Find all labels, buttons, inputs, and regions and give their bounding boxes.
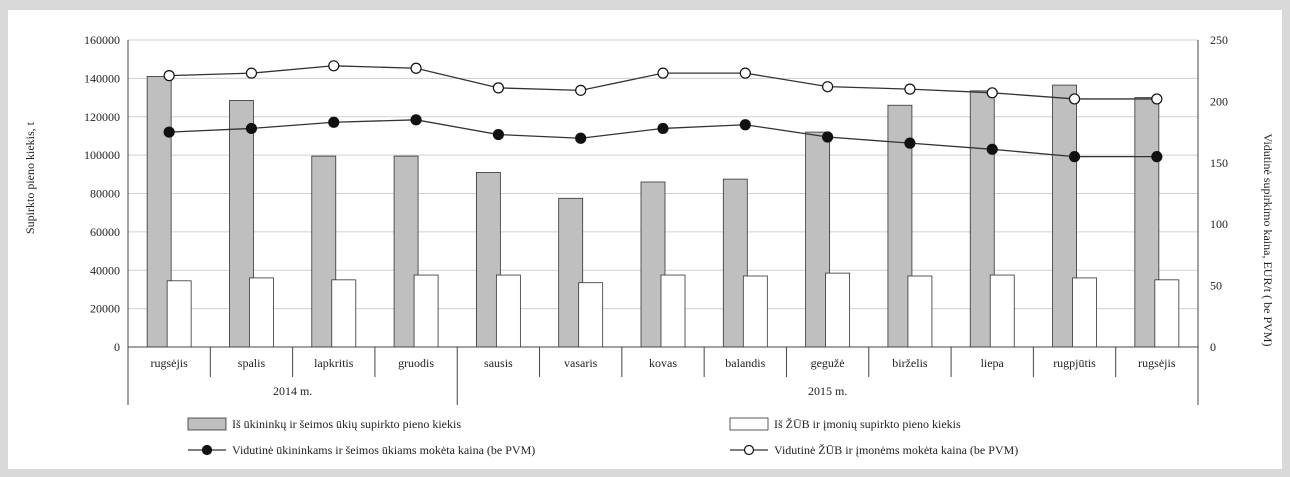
marker-company-price: [163, 70, 175, 82]
legend: Iš ūkininkų ir šeimos ūkių supirkto pien…: [187, 417, 1018, 457]
x-category-label: vasaris: [564, 356, 598, 370]
legend-line-farm-price-label: Vidutinė ūkininkams ir šeimos ūkiams mok…: [232, 443, 535, 457]
bar-companies: [907, 275, 933, 348]
marker-farm-price: [1068, 151, 1081, 163]
marker-company-price: [986, 87, 998, 99]
marker-farm-price: [410, 114, 422, 126]
y2-axis-label: Vidutinė supirkimo kaina, EUR/t ( be PVM…: [1261, 134, 1275, 347]
y-tick-label: 0: [114, 340, 120, 354]
marker-company-price: [1068, 93, 1081, 105]
y-tick-label: 100000: [84, 148, 120, 162]
x-category-label: spalis: [238, 356, 266, 370]
marker-company-price: [328, 60, 340, 72]
y2-tick-labels: 0 50 100 150 200 250: [1210, 33, 1228, 354]
legend-bar-companies-label: Iš ŽŪB ir įmonių supirkto pieno kiekis: [774, 417, 961, 431]
legend-line-company-price-label: Vidutinė ŽŪB ir įmonėms mokėta kaina (be…: [774, 443, 1018, 457]
y-tick-label: 160000: [84, 33, 120, 47]
x-category-label: rugsėjis: [150, 356, 188, 370]
bar-companies: [578, 282, 604, 348]
y-tick-label: 20000: [90, 302, 120, 316]
marker-company-price: [245, 67, 258, 79]
x-category-label: birželis: [892, 356, 928, 370]
y2-tick-label: 50: [1210, 279, 1222, 293]
marker-company-price: [904, 83, 916, 95]
bars: [146, 76, 1180, 348]
x-category-label: kovas: [649, 356, 677, 370]
marker-company-price: [657, 67, 669, 79]
x-category-label: liepa: [981, 356, 1005, 370]
bar-companies: [660, 274, 686, 348]
marker-farm-price: [822, 131, 834, 143]
x-category-label: gruodis: [398, 356, 434, 370]
marker-farm-price: [575, 132, 587, 144]
x-group-labels: 2014 m. 2015 m.: [273, 384, 847, 398]
y2-tick-label: 250: [1210, 33, 1228, 47]
x-category-label: gegužė: [811, 356, 845, 370]
y2-tick-label: 100: [1210, 217, 1228, 231]
legend-bar-companies-swatch: [729, 417, 769, 431]
marker-company-price: [492, 82, 504, 94]
bar-companies: [166, 280, 192, 348]
milk-chart: 0 20000 40000 60000 80000 100000 120000 140000 1…: [23, 33, 1275, 457]
marker-company-price: [575, 84, 587, 96]
x-category-label: rugpjūtis: [1053, 356, 1096, 370]
legend-line-farm-price-swatch-marker: [201, 444, 213, 456]
axes: [127, 40, 1199, 405]
marker-farm-price: [245, 122, 258, 135]
y-tick-label: 60000: [90, 225, 120, 239]
x-category-labels: rugsėjis spalis lapkritis gruodis sausis vasa…: [150, 356, 1175, 370]
y2-tick-label: 0: [1210, 340, 1216, 354]
x-category-label: rugsėjis: [1138, 356, 1176, 370]
x-category-label: sausis: [484, 356, 513, 370]
y-axis-label: Supirkto pieno kiekis, t: [23, 121, 37, 234]
marker-farm-price: [739, 119, 751, 131]
bar-companies: [742, 275, 768, 348]
legend-bar-farms-swatch: [187, 417, 227, 431]
bar-companies: [989, 274, 1015, 348]
bar-companies: [413, 274, 439, 348]
marker-farm-price: [986, 143, 998, 155]
marker-farm-price: [904, 137, 916, 149]
x-category-label: balandis: [725, 356, 765, 370]
y2-tick-label: 200: [1210, 94, 1228, 108]
bar-companies: [495, 274, 521, 348]
price-lines: [163, 60, 1163, 163]
marker-company-price: [410, 62, 422, 74]
marker-farm-price: [1151, 151, 1163, 163]
bar-companies: [331, 279, 357, 348]
chart-frame: 0 20000 40000 60000 80000 100000 120000 140000 1…: [8, 10, 1282, 469]
y-tick-label: 120000: [84, 110, 120, 124]
legend-bar-farms-label: Iš ūkininkų ir šeimos ūkių supirkto pien…: [232, 417, 461, 431]
y2-tick-label: 150: [1210, 156, 1228, 170]
y-tick-label: 80000: [90, 187, 120, 201]
marker-farm-price: [657, 122, 669, 135]
y-tick-label: 140000: [84, 71, 120, 85]
y-tick-labels: 0 20000 40000 60000 80000 100000 120000 140000 1…: [84, 33, 120, 354]
bar-companies: [249, 277, 274, 348]
legend-line-company-price-swatch-marker: [743, 444, 755, 456]
y-tick-label: 40000: [90, 263, 120, 277]
bar-companies: [825, 272, 851, 348]
marker-farm-price: [328, 116, 340, 128]
bar-companies: [1072, 277, 1097, 348]
bar-companies: [1154, 279, 1180, 348]
x-category-label: lapkritis: [314, 356, 354, 370]
marker-company-price: [1151, 93, 1163, 105]
marker-company-price: [822, 81, 834, 93]
x-group-label: 2015 m.: [808, 384, 847, 398]
marker-company-price: [739, 67, 751, 79]
marker-farm-price: [163, 126, 175, 138]
marker-farm-price: [492, 128, 504, 141]
x-group-label: 2014 m.: [273, 384, 312, 398]
